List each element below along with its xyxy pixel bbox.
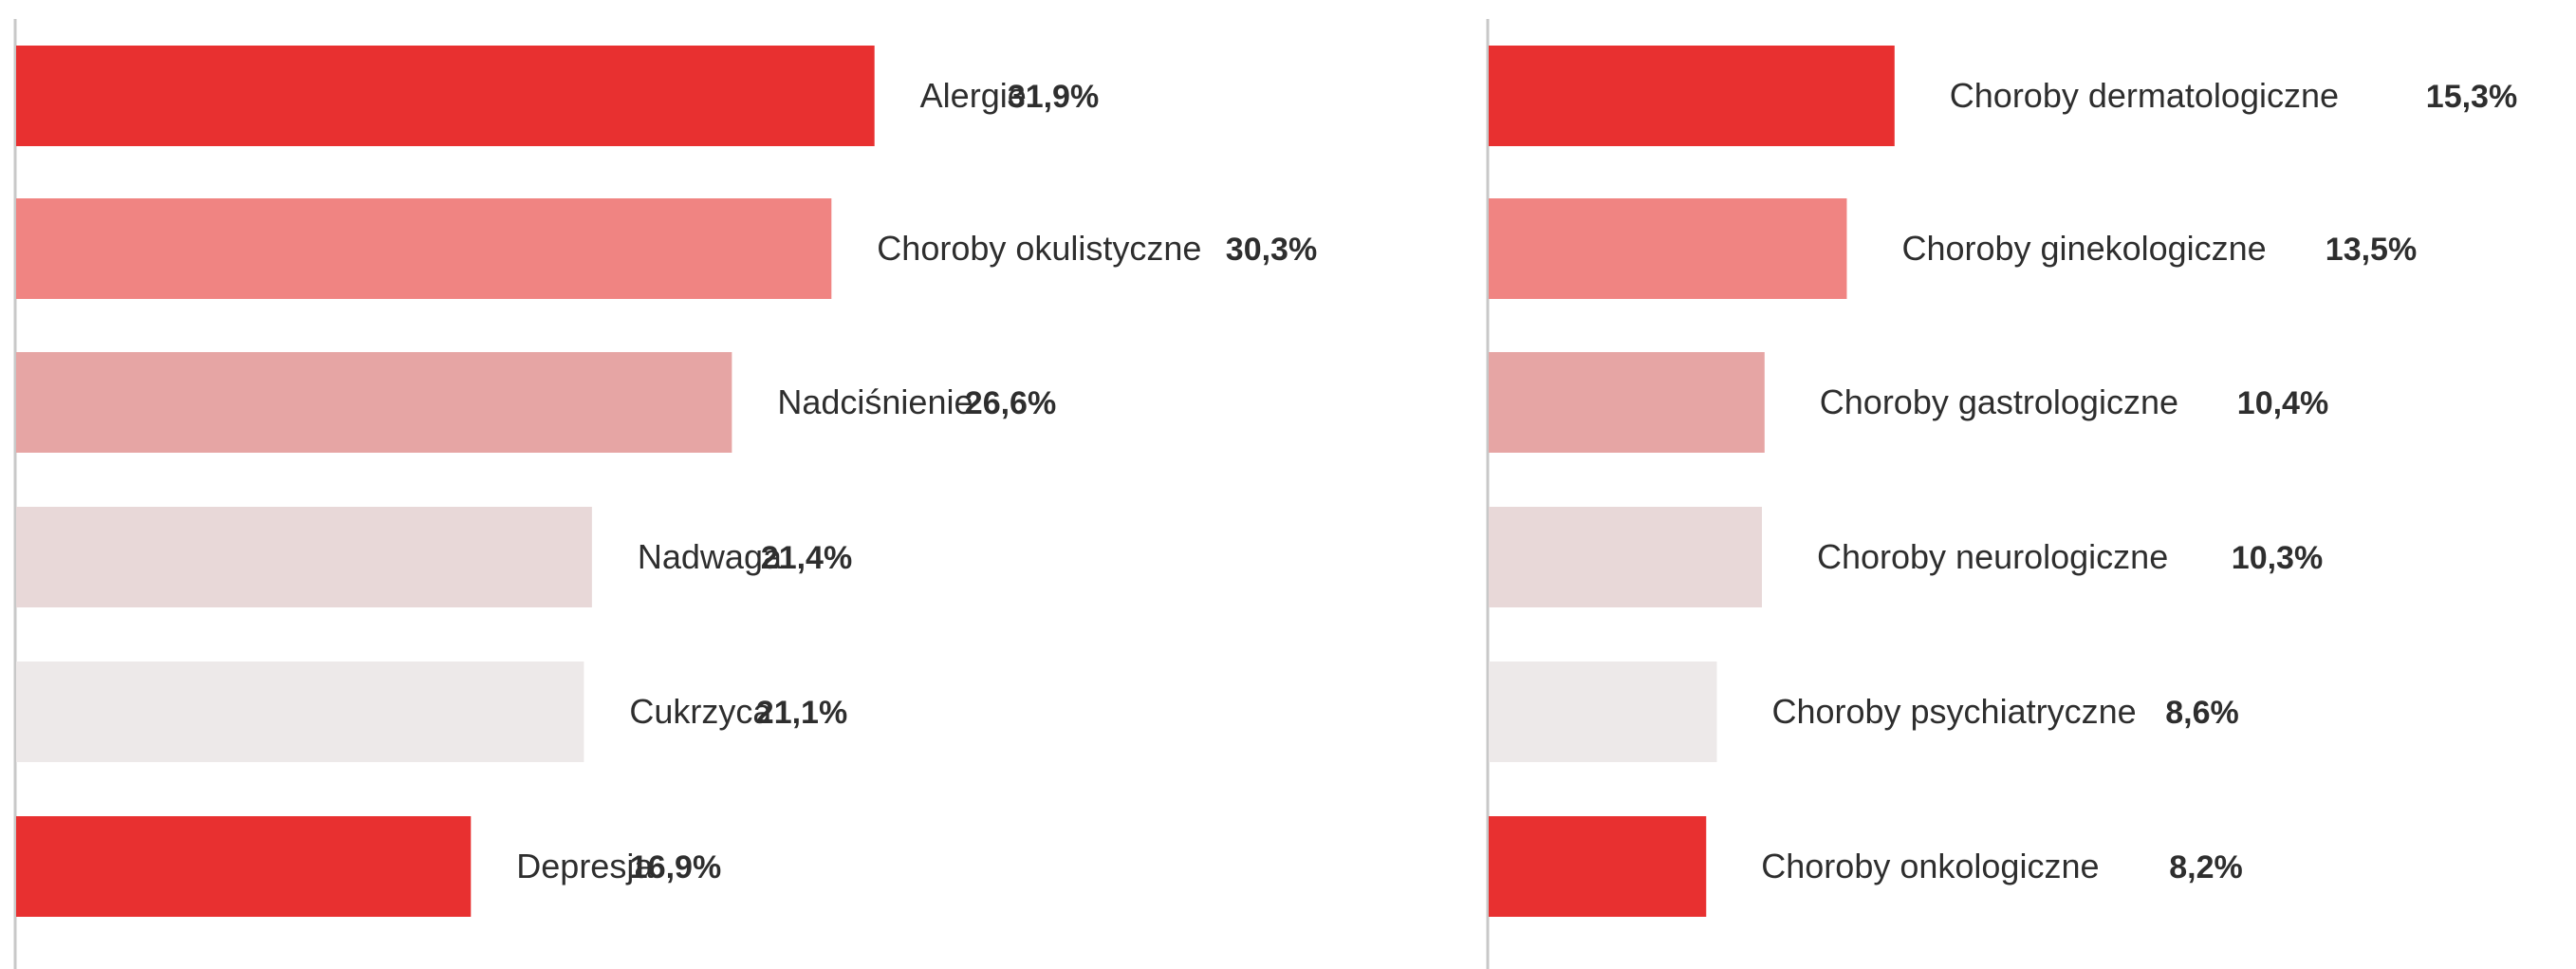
bar	[1489, 507, 1762, 607]
bar	[16, 507, 592, 607]
category-label: Choroby psychiatryczne	[1771, 692, 2136, 731]
bar	[16, 198, 832, 299]
bar	[1489, 662, 1717, 762]
value-label: 16,9%	[630, 849, 721, 885]
value-label: 26,6%	[965, 385, 1056, 421]
category-label: Choroby gastrologiczne	[1820, 382, 2178, 421]
category-label: Choroby okulistyczne	[877, 229, 1201, 268]
value-label: 31,9%	[1008, 79, 1099, 115]
value-label: 8,6%	[2165, 695, 2239, 731]
category-label: Choroby onkologiczne	[1761, 847, 2099, 885]
bar	[16, 46, 875, 146]
category-label: Nadwaga	[638, 537, 783, 576]
bar	[1489, 352, 1765, 453]
category-label: Choroby neurologiczne	[1817, 537, 2168, 576]
value-label: 13,5%	[2326, 232, 2417, 268]
value-label: 30,3%	[1226, 232, 1317, 268]
value-label: 8,2%	[2169, 849, 2243, 885]
right-bar-chart: Choroby dermatologiczne 15,3% Choroby gine…	[1486, 19, 2517, 969]
bar	[1489, 46, 1895, 146]
value-label: 10,4%	[2237, 385, 2328, 421]
value-label: 15,3%	[2426, 79, 2517, 115]
value-label: 21,4%	[761, 540, 852, 576]
bar	[1489, 816, 1707, 917]
bar	[16, 816, 472, 917]
category-label: Choroby ginekologiczne	[1901, 229, 2266, 268]
category-label: Cukrzyca	[629, 692, 772, 731]
category-label: Depresja	[516, 847, 654, 885]
category-label: Choroby dermatologiczne	[1950, 76, 2339, 115]
bar	[16, 662, 584, 762]
value-label: 21,1%	[756, 695, 847, 731]
bar	[1489, 198, 1847, 299]
category-label: Nadciśnienie	[777, 382, 973, 421]
category-label: Alergie	[920, 76, 1027, 115]
bar	[16, 352, 732, 453]
value-label: 10,3%	[2232, 540, 2323, 576]
